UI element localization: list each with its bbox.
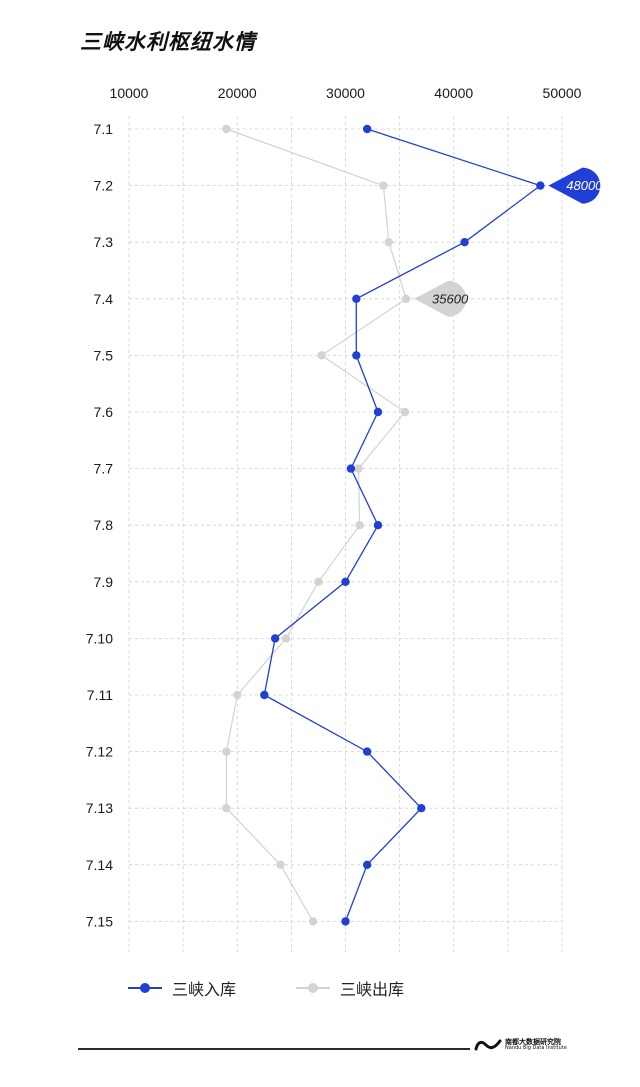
- x-tick-label: 20000: [218, 85, 257, 101]
- line-chart: 10000 20000 30000 40000 50000 7.1 7.2 7.3 7.4 7.5…: [85, 85, 603, 952]
- legend-marker-outflow-icon: [296, 981, 331, 995]
- callout-label: 48000: [566, 178, 603, 193]
- page-title: 三峡水利枢纽水情: [80, 30, 256, 54]
- data-point-inflow: [341, 577, 350, 586]
- y-tick-label: 7.6: [94, 404, 114, 420]
- y-tick-label: 7.11: [87, 687, 113, 703]
- data-point-inflow: [362, 124, 372, 134]
- data-point-inflow: [362, 860, 372, 869]
- data-point-outflow: [354, 464, 363, 473]
- data-point-outflow: [281, 634, 291, 643]
- legend-item-outflow[interactable]: 三峡出库: [296, 976, 404, 1000]
- data-point-outflow: [314, 577, 323, 586]
- logo-text-en: Nandu Big Data Institute: [505, 1045, 567, 1052]
- y-tick-label: 7.1: [94, 121, 114, 137]
- legend-label-inflow: 三峡入库: [172, 980, 237, 999]
- data-point-inflow: [352, 294, 361, 303]
- x-tick-label: 50000: [543, 85, 582, 101]
- data-point-inflow: [270, 634, 280, 643]
- y-tick-label: 7.3: [94, 234, 114, 250]
- data-point-outflow: [384, 238, 393, 247]
- data-point-inflow: [373, 521, 383, 530]
- callout-bubble: [414, 280, 467, 317]
- y-tick-label: 7.7: [94, 461, 114, 477]
- data-point-inflow: [362, 747, 372, 756]
- data-point-outflow: [355, 521, 364, 530]
- y-tick-label: 7.14: [86, 857, 113, 873]
- data-point-inflow: [536, 181, 545, 190]
- data-point-outflow: [233, 690, 242, 700]
- data-point-outflow: [308, 917, 318, 926]
- y-tick-label: 7.13: [86, 800, 113, 816]
- data-point-inflow: [260, 690, 269, 700]
- legend-item-inflow[interactable]: 三峡入库: [128, 976, 236, 1000]
- y-tick-label: 7.8: [94, 517, 114, 533]
- y-tick-label: 7.10: [86, 630, 113, 646]
- data-point-inflow: [460, 238, 469, 247]
- nandu-logo-icon: [474, 1039, 502, 1051]
- y-tick-label: 7.12: [86, 744, 113, 760]
- y-tick-label: 7.5: [94, 347, 114, 363]
- footer-divider: [78, 1048, 470, 1050]
- data-point-outflow: [401, 294, 411, 303]
- x-tick-label: 30000: [326, 85, 365, 101]
- data-point-outflow: [317, 351, 326, 360]
- y-tick-label: 7.4: [94, 291, 114, 307]
- data-point-inflow: [417, 804, 426, 813]
- data-point-outflow: [222, 124, 231, 134]
- legend-label-outflow: 三峡出库: [340, 980, 405, 999]
- data-point-outflow: [276, 860, 285, 869]
- data-point-outflow: [222, 747, 231, 756]
- data-point-outflow: [222, 804, 231, 813]
- callout-label: 35600: [432, 291, 469, 306]
- chart-legend: 三峡入库 三峡出库: [128, 976, 404, 1000]
- x-tick-label: 10000: [110, 85, 149, 101]
- y-tick-label: 7.2: [94, 178, 114, 194]
- legend-marker-inflow-icon: [128, 981, 162, 995]
- data-point-inflow: [352, 351, 361, 360]
- x-tick-label: 40000: [434, 85, 473, 101]
- data-point-inflow: [341, 917, 350, 926]
- callout-bubble: [548, 167, 601, 204]
- data-point-inflow: [346, 464, 356, 473]
- data-point-outflow: [400, 407, 410, 417]
- brand-logo: 南都大数据研究院 Nandu Big Data Institute: [474, 1038, 567, 1052]
- y-tick-label: 7.15: [86, 913, 113, 929]
- logo-text-cn: 南都大数据研究院: [505, 1037, 561, 1046]
- data-point-outflow: [379, 181, 388, 190]
- data-point-inflow: [373, 407, 383, 417]
- y-tick-label: 7.9: [94, 574, 114, 590]
